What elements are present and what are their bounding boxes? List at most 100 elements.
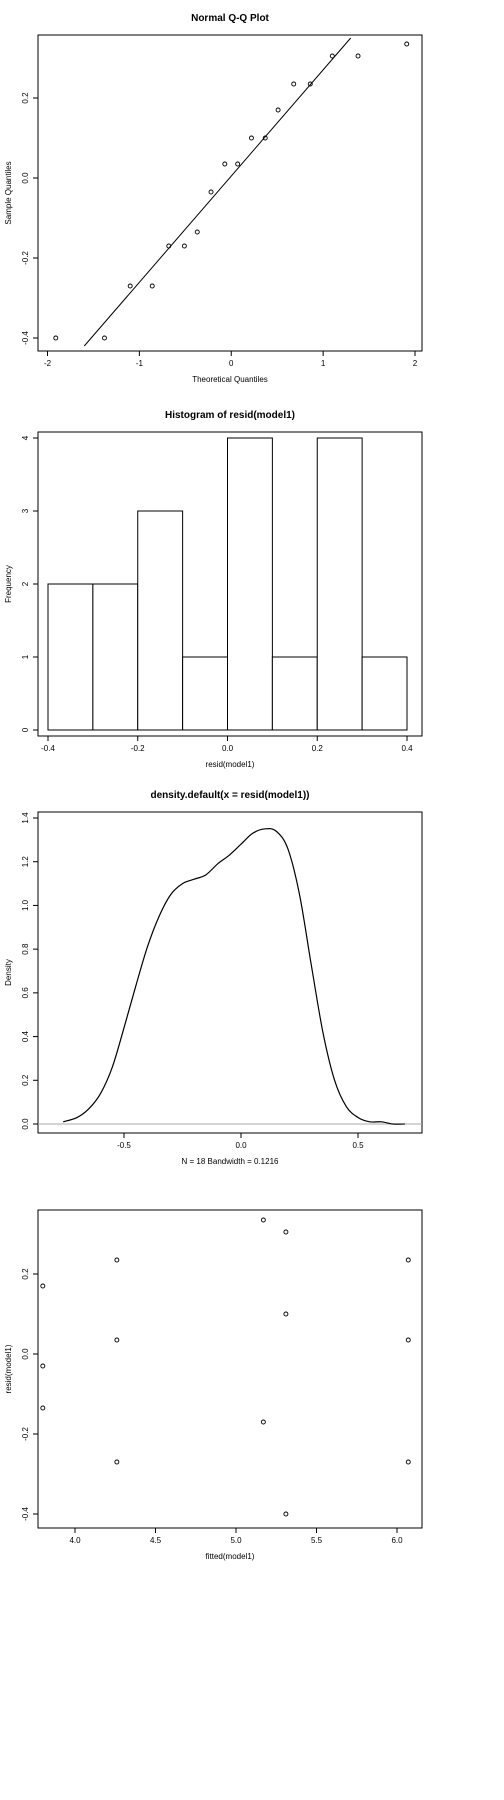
data-point [40, 1405, 46, 1411]
x-tick-label: 0.0 [222, 744, 234, 753]
x-tick-label: 0.2 [312, 744, 324, 753]
data-point [260, 1217, 266, 1223]
y-tick-label: 0.6 [21, 987, 30, 999]
y-tick-label: -0.4 [21, 1507, 30, 1521]
y-tick-label: 1 [21, 654, 30, 659]
data-point [102, 335, 107, 341]
data-point [114, 1257, 120, 1263]
plot-area [47, 437, 408, 731]
data-point [405, 1257, 411, 1263]
chart-title: density.default(x = resid(model1)) [150, 790, 309, 801]
histogram-bar [182, 656, 228, 731]
plot-frame [37, 1209, 423, 1529]
reference-line [83, 37, 352, 347]
x-axis-label: resid(model1) [206, 760, 255, 769]
x-tick-label: -1 [136, 359, 144, 368]
y-tick-label: -0.2 [21, 1427, 30, 1441]
y-axis-label: Density [4, 959, 13, 986]
data-point [283, 1311, 289, 1317]
chart-panel-4: 4.0 4.5 5.0 5.5 6.0 fitted(model1) -0.4 -0.2 0.0… [4, 1209, 423, 1561]
x-axis: -0.4 -0.2 0.0 0.2 0.4 [41, 736, 413, 753]
data-point [222, 161, 228, 167]
x-axis-label: Theoretical Quantiles [192, 375, 268, 384]
x-tick-label: 2 [413, 359, 418, 368]
data-point [114, 1459, 120, 1465]
y-axis: 0 1 2 3 4 [21, 435, 38, 732]
y-tick-label: 3 [21, 508, 30, 513]
x-tick-label: -0.5 [117, 1141, 131, 1150]
data-point [260, 1419, 266, 1425]
x-tick-label: 5.0 [230, 1536, 242, 1545]
chart-title: Normal Q-Q Plot [191, 13, 269, 24]
histogram-bar [47, 583, 94, 731]
y-tick-label: 0.2 [21, 1074, 30, 1086]
y-axis: -0.4 -0.2 0.0 0.2 [21, 92, 38, 345]
y-axis-label: Frequency [4, 565, 13, 603]
data-point [53, 335, 59, 341]
x-tick-label: 1 [321, 359, 326, 368]
x-axis-label: N = 18 Bandwidth = 0.1216 [182, 1157, 280, 1166]
y-tick-label: 0.2 [21, 92, 30, 104]
x-axis: 4.0 4.5 5.0 5.5 6.0 [69, 1528, 403, 1545]
density-curve [62, 827, 405, 1125]
x-tick-label: 0.0 [235, 1141, 247, 1150]
x-tick-label: 4.5 [150, 1536, 162, 1545]
data-point [355, 53, 361, 59]
data-point [262, 135, 268, 141]
data-point [235, 161, 241, 167]
y-axis: -0.4 -0.2 0.0 0.2 [21, 1268, 38, 1521]
plot-frame [37, 811, 423, 1134]
data-point [249, 135, 254, 141]
x-tick-label: 4.0 [69, 1536, 81, 1545]
histogram-bar [92, 583, 139, 731]
y-tick-label: 0.8 [21, 943, 30, 955]
data-point [291, 81, 297, 87]
data-point [194, 229, 200, 235]
chart-panel-2: Histogram of resid(model1) -0.4 -0.2 0.0 0.2… [4, 410, 423, 769]
y-tick-label: 0.2 [21, 1268, 30, 1280]
data-point [307, 81, 313, 87]
y-tick-label: 4 [21, 435, 30, 440]
y-tick-label: 1.0 [21, 899, 30, 911]
y-axis-label: Sample Quantiles [4, 161, 13, 224]
plot-area [38, 827, 422, 1125]
x-tick-label: -2 [44, 359, 52, 368]
y-tick-label: 0.4 [21, 1030, 30, 1042]
plot-area [40, 1217, 411, 1517]
histogram-bar [137, 510, 184, 731]
histogram-bar [316, 437, 363, 731]
data-point [114, 1337, 120, 1343]
data-point [181, 243, 187, 249]
chart-title: Histogram of resid(model1) [165, 410, 295, 421]
y-tick-label: -0.4 [21, 331, 30, 345]
chart-panel-3: density.default(x = resid(model1)) -0.5 0.… [4, 790, 423, 1166]
data-point [283, 1511, 289, 1517]
x-axis-label: fitted(model1) [206, 1552, 255, 1561]
histogram-bar [227, 437, 273, 731]
y-tick-label: 2 [21, 581, 30, 586]
data-point [127, 283, 133, 289]
x-tick-label: -0.4 [41, 744, 55, 753]
x-tick-label: 5.5 [311, 1536, 323, 1545]
chart-panel-1: Normal Q-Q Plot -2 -1 0 1 2 Theoretical Quanti… [4, 13, 423, 384]
y-tick-label: 0.0 [21, 1118, 30, 1130]
y-tick-label: 1.4 [21, 812, 30, 824]
histogram-bar [271, 656, 318, 731]
plot-area [53, 37, 410, 347]
data-point [149, 283, 155, 289]
y-tick-label: -0.2 [21, 251, 30, 265]
data-point [40, 1283, 46, 1289]
y-axis-label: resid(model1) [4, 1344, 13, 1393]
data-point [404, 41, 410, 47]
y-tick-label: 0 [21, 727, 30, 732]
data-point [405, 1459, 411, 1465]
y-tick-label: 0.0 [21, 172, 30, 184]
x-tick-label: 0 [229, 359, 234, 368]
x-tick-label: 0.4 [401, 744, 413, 753]
plot-frame [37, 34, 423, 352]
data-point [329, 53, 335, 59]
data-point [283, 1229, 289, 1235]
y-axis: 0.0 0.2 0.4 0.6 0.8 1.0 1.2 1.4 [21, 812, 38, 1130]
histogram-bar [361, 656, 408, 731]
